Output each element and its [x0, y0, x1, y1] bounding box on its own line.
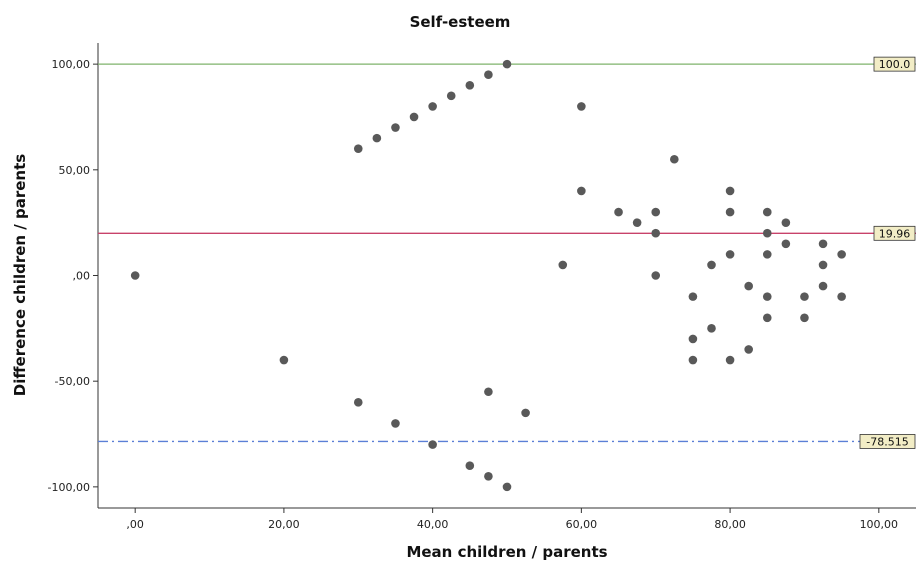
data-point — [428, 440, 437, 449]
data-point — [558, 260, 568, 270]
reference-label-box — [859, 434, 916, 449]
x-tick-label: ,00 — [126, 518, 144, 531]
reference-line-label: 19.96 — [873, 225, 916, 241]
data-point — [577, 186, 586, 196]
data-point — [762, 228, 772, 238]
data-point — [632, 218, 642, 227]
y-axis-label: Difference children / parents — [11, 154, 29, 396]
data-point — [688, 334, 698, 344]
x-axis-label: Mean children / parents — [406, 543, 607, 561]
data-point — [465, 461, 475, 471]
reference-line-label: -78.515 — [859, 434, 916, 449]
reference-label-box — [873, 56, 916, 72]
x-tick-label: 60,00 — [566, 518, 598, 531]
data-point — [762, 207, 772, 217]
chart-title: Self-esteem — [410, 13, 511, 31]
data-point — [521, 408, 530, 418]
data-point — [502, 59, 512, 69]
data-point — [725, 186, 735, 196]
data-point — [781, 239, 791, 249]
data-point — [707, 324, 716, 333]
y-tick-label: 100,00 — [52, 58, 91, 71]
data-point — [762, 250, 772, 259]
data-point — [391, 123, 400, 132]
data-point — [465, 80, 475, 90]
y-tick-label: 50,00 — [59, 164, 91, 177]
data-point — [762, 313, 772, 323]
reference-label-text: 100.0 — [879, 58, 911, 71]
data-point — [762, 292, 772, 301]
x-tick-label: 80,00 — [714, 518, 746, 531]
data-point — [651, 228, 661, 238]
y-tick-label: -100,00 — [48, 481, 90, 494]
x-tick-label: 20,00 — [268, 518, 300, 531]
data-point — [744, 345, 753, 354]
data-point — [372, 133, 382, 143]
data-point — [818, 239, 828, 249]
data-point — [279, 355, 289, 365]
data-point — [818, 260, 828, 270]
reference-label-text: -78.515 — [866, 435, 908, 448]
data-point — [744, 281, 753, 291]
data-point — [130, 271, 140, 280]
x-tick-label: 40,00 — [417, 518, 449, 531]
data-point — [781, 218, 791, 227]
data-point — [800, 313, 809, 323]
data-point — [484, 70, 493, 80]
data-point — [837, 292, 846, 301]
data-point — [688, 292, 698, 301]
data-point — [818, 281, 828, 291]
data-point — [725, 355, 735, 365]
data-point — [725, 207, 735, 217]
data-point — [670, 154, 679, 164]
data-point — [446, 91, 456, 101]
data-point — [614, 207, 623, 217]
y-tick-label: ,00 — [73, 270, 91, 283]
data-point — [409, 112, 419, 122]
data-point — [651, 271, 661, 280]
plot-area: ,00 20,00 40,00 60,00 80,00 100,00 100,00 50,00… — [48, 43, 916, 531]
y-tick-label: -50,00 — [55, 375, 90, 388]
data-point — [428, 102, 437, 111]
data-point — [502, 482, 512, 492]
reference-label-box — [873, 225, 916, 241]
data-point — [484, 387, 493, 397]
data-point — [800, 292, 809, 301]
data-point — [353, 144, 363, 153]
data-point — [688, 355, 698, 365]
data-point — [391, 419, 400, 428]
data-point — [725, 250, 735, 259]
data-point — [707, 260, 716, 270]
data-point — [651, 207, 661, 217]
data-point — [577, 102, 586, 111]
reference-line-label: 100.0 — [873, 56, 916, 72]
x-tick-label: 100,00 — [860, 518, 899, 531]
data-point — [837, 250, 846, 259]
data-point — [484, 471, 493, 481]
reference-label-text: 19.96 — [879, 227, 911, 240]
data-point — [353, 398, 363, 407]
